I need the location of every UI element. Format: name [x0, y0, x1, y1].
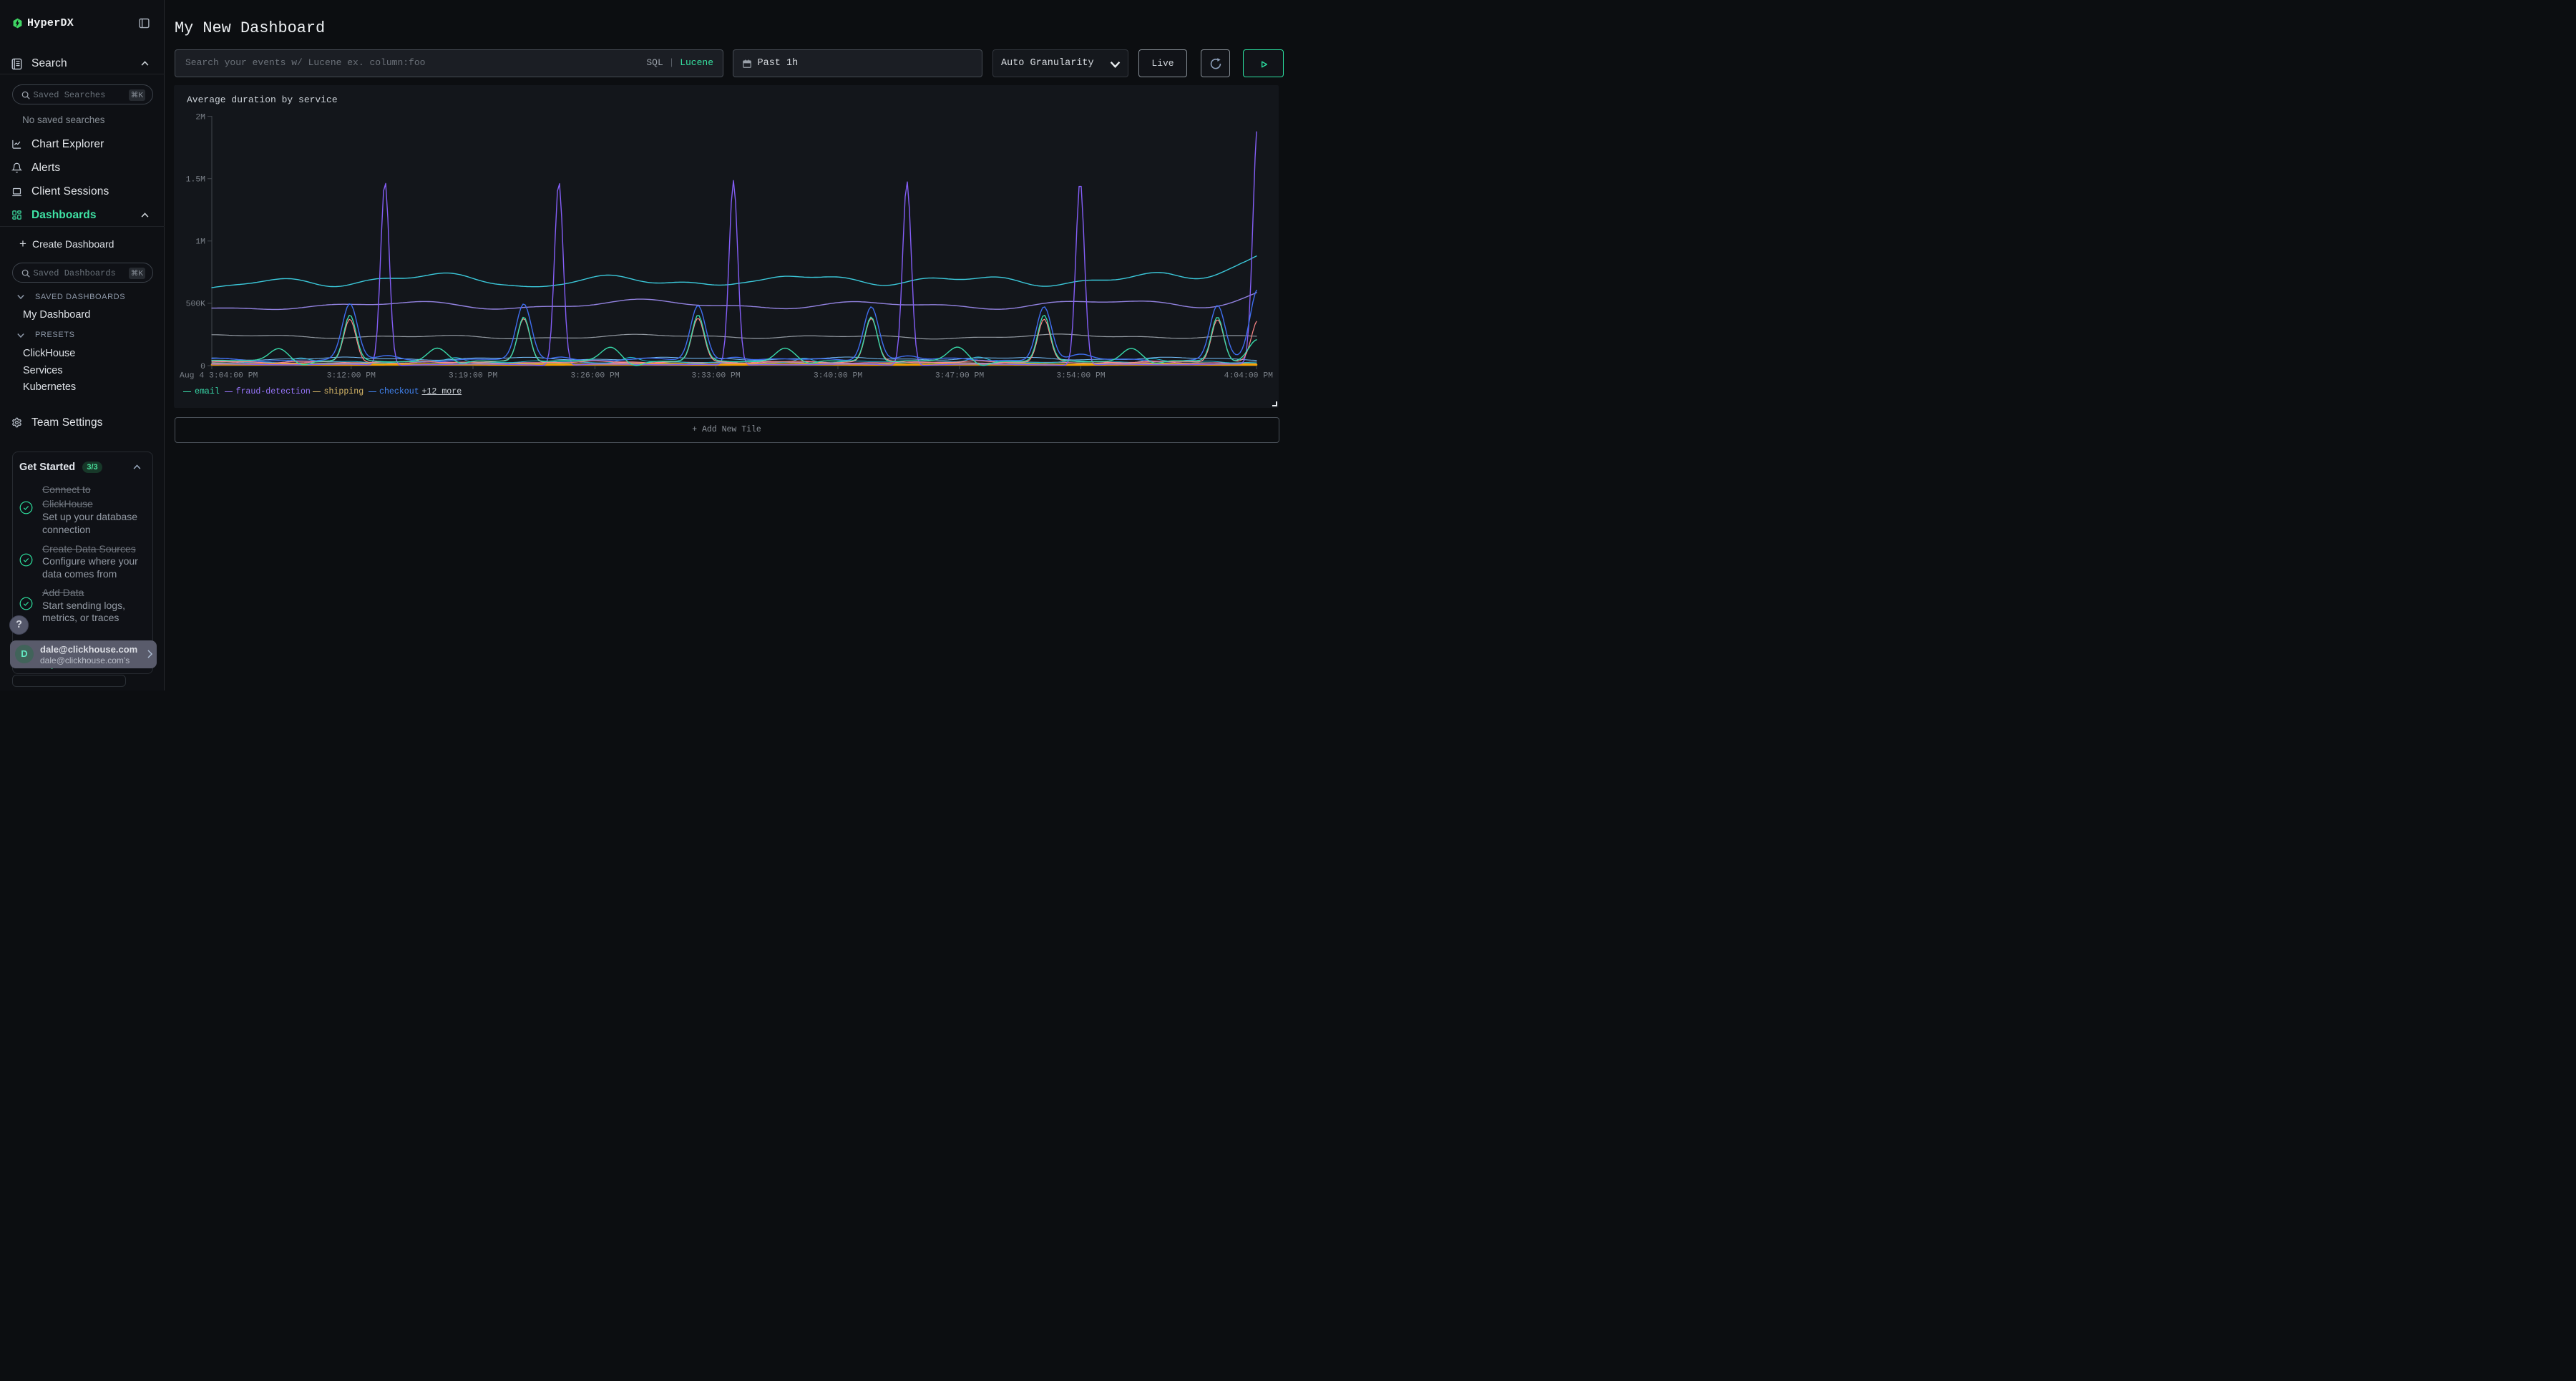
svg-text:3:26:00 PM: 3:26:00 PM: [570, 372, 620, 381]
svg-text:500K: 500K: [186, 301, 206, 309]
svg-text:1M: 1M: [195, 238, 205, 247]
svg-text:Aug 4 3:04:00 PM: Aug 4 3:04:00 PM: [180, 372, 258, 381]
svg-text:2M: 2M: [195, 113, 205, 122]
svg-text:3:40:00 PM: 3:40:00 PM: [814, 372, 863, 381]
svg-text:3:19:00 PM: 3:19:00 PM: [449, 372, 498, 381]
svg-text:1.5M: 1.5M: [186, 176, 206, 185]
svg-text:0: 0: [200, 363, 205, 371]
svg-text:3:12:00 PM: 3:12:00 PM: [327, 372, 376, 381]
svg-text:4:04:00 PM: 4:04:00 PM: [1224, 372, 1274, 381]
svg-text:3:33:00 PM: 3:33:00 PM: [691, 372, 741, 381]
svg-text:3:54:00 PM: 3:54:00 PM: [1056, 372, 1106, 381]
svg-text:3:47:00 PM: 3:47:00 PM: [935, 372, 985, 381]
